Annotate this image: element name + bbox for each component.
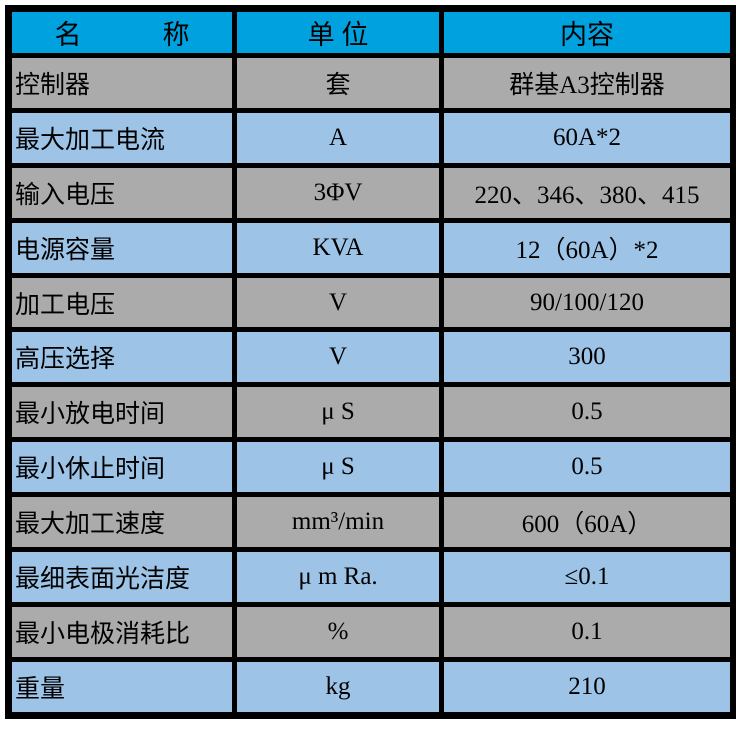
table-row: 输入电压 3ΦV 220、346、380、415 — [6, 162, 736, 223]
row-unit-cell: % — [232, 601, 444, 662]
table-row: 加工电压 V 90/100/120 — [6, 272, 736, 333]
row-name-cell: 最小放电时间 — [6, 382, 237, 443]
row-content-cell: 0.5 — [439, 382, 736, 443]
row-unit-cell: KVA — [232, 217, 444, 278]
row-unit-cell: mm³/min — [232, 492, 444, 553]
row-name-cell: 高压选择 — [6, 327, 237, 388]
row-name-cell: 最细表面光洁度 — [6, 547, 237, 607]
row-content-cell: ≤0.1 — [439, 547, 736, 607]
row-unit-cell: 3ΦV — [232, 162, 444, 223]
column-header-name: 名 称 — [6, 6, 237, 58]
row-name-cell: 电源容量 — [6, 217, 237, 278]
spec-table: 名 称 单 位 内容 控制器套群基A3控制器 最大加工电流 A 60A*2 输入电压 3Φ… — [5, 5, 736, 719]
table-row: 重量 kg 210 — [6, 656, 736, 719]
table-row: 高压选择 V 300 — [6, 327, 736, 388]
row-unit-cell: μ S — [232, 382, 444, 443]
spec-table-header: 名 称 单 位 内容 — [6, 6, 736, 58]
row-name-cell: 输入电压 — [6, 162, 237, 223]
row-name-cell: 控制器 — [6, 53, 237, 113]
table-row: 控制器套群基A3控制器 — [6, 53, 736, 113]
table-row: 最大加工速度 mm³/min 600（60A） — [6, 492, 736, 553]
table-row: 最小电极消耗比% 0.1 — [6, 601, 736, 662]
row-content-cell: 300 — [439, 327, 736, 388]
header-row: 名 称 单 位 内容 — [6, 6, 736, 58]
table-row: 电源容量 KVA 12（60A）*2 — [6, 217, 736, 278]
row-unit-cell: kg — [232, 656, 444, 719]
row-content-cell: 210 — [439, 656, 736, 719]
table-row: 最细表面光洁度 μ m Ra. ≤0.1 — [6, 547, 736, 607]
row-unit-cell: μ S — [232, 437, 444, 498]
row-content-cell: 220、346、380、415 — [439, 162, 736, 223]
row-unit-cell: V — [232, 327, 444, 388]
row-name-cell: 最大加工速度 — [6, 492, 237, 553]
row-unit-cell: 套 — [232, 53, 444, 113]
row-unit-cell: A — [232, 107, 444, 168]
row-content-cell: 600（60A） — [439, 492, 736, 553]
column-header-content: 内容 — [439, 6, 736, 58]
row-name-cell: 最小电极消耗比 — [6, 601, 237, 662]
table-row: 最小放电时间 μ S 0.5 — [6, 382, 736, 443]
row-name-cell: 加工电压 — [6, 272, 237, 333]
table-row: 最大加工电流 A 60A*2 — [6, 107, 736, 168]
row-content-cell: 60A*2 — [439, 107, 736, 168]
row-name-cell: 最小休止时间 — [6, 437, 237, 498]
column-header-unit: 单 位 — [232, 6, 444, 58]
row-name-cell: 重量 — [6, 656, 237, 719]
row-content-cell: 0.5 — [439, 437, 736, 498]
row-content-cell: 12（60A）*2 — [439, 217, 736, 278]
row-content-cell: 群基A3控制器 — [439, 53, 736, 113]
row-name-cell: 最大加工电流 — [6, 107, 237, 168]
row-content-cell: 90/100/120 — [439, 272, 736, 333]
row-unit-cell: μ m Ra. — [232, 547, 444, 607]
table-row: 最小休止时间 μ S 0.5 — [6, 437, 736, 498]
row-unit-cell: V — [232, 272, 444, 333]
spec-table-body: 控制器套群基A3控制器 最大加工电流 A 60A*2 输入电压 3ΦV 220、346、38… — [6, 53, 736, 719]
row-content-cell: 0.1 — [439, 601, 736, 662]
